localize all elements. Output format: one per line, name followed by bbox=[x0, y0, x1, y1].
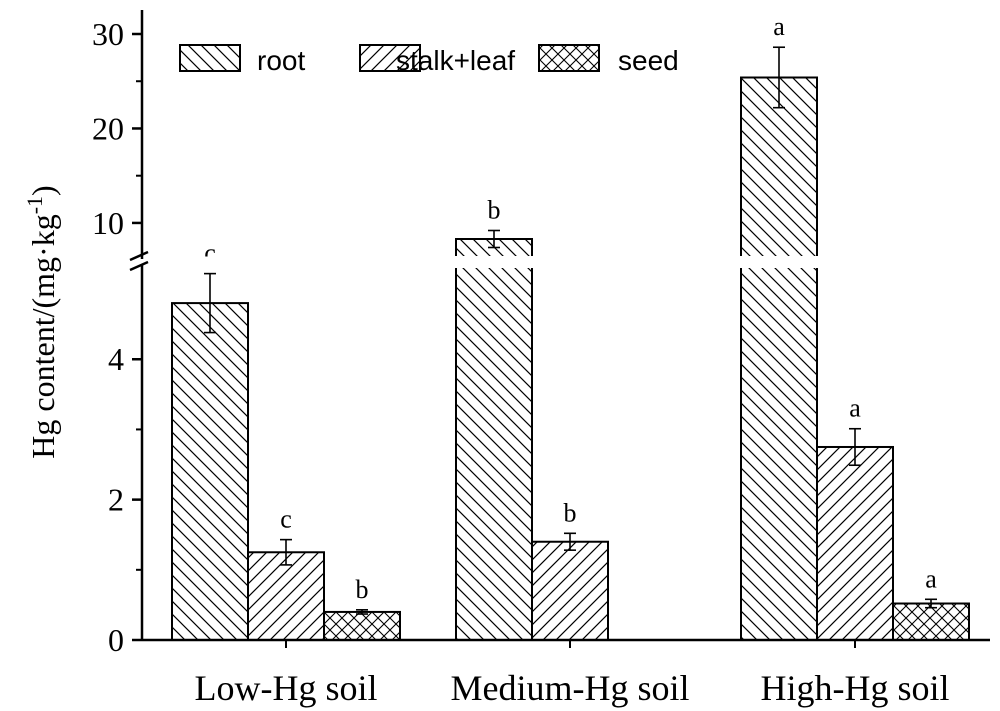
bar-stalk+leaf bbox=[816, 445, 894, 642]
x-tick-label: Medium-Hg soil bbox=[451, 668, 690, 708]
y-tick-label: 20 bbox=[92, 110, 124, 146]
significance-letter: a bbox=[925, 564, 937, 593]
bar-root-lower bbox=[741, 268, 817, 640]
y-tick-label: 10 bbox=[92, 205, 124, 241]
legend-swatch-root bbox=[179, 44, 241, 72]
significance-letter: c bbox=[204, 239, 216, 268]
legend-swatch-stalk+leaf bbox=[359, 44, 421, 72]
y-tick-label: 30 bbox=[92, 16, 124, 52]
y-axis-label: Hg content/(mg·kg-1) bbox=[22, 185, 61, 458]
y-tick-label: 2 bbox=[108, 482, 124, 518]
significance-letter: b bbox=[564, 498, 577, 527]
legend-label-seed: seed bbox=[618, 45, 679, 76]
plot-area: c b a c b a b a 0 2 4 10 20 30 Low-Hg soil Medium-Hg so… bbox=[92, 10, 991, 708]
axis-break-gap bbox=[143, 256, 991, 268]
bar-seed bbox=[892, 602, 970, 642]
x-tick-label: High-Hg soil bbox=[761, 668, 950, 708]
bar-stalk+leaf bbox=[531, 540, 609, 641]
legend-label-stalk+leaf: stalk+leaf bbox=[396, 45, 515, 76]
x-tick-label: Low-Hg soil bbox=[195, 668, 378, 708]
significance-letter: a bbox=[773, 12, 785, 41]
legend-label-root: root bbox=[257, 45, 305, 76]
significance-letter: b bbox=[488, 195, 501, 224]
significance-letter: c bbox=[280, 505, 292, 534]
y-tick-label: 4 bbox=[108, 341, 124, 377]
axis-break-mark bbox=[129, 250, 149, 262]
bar-root-lower bbox=[456, 268, 532, 640]
bar-root bbox=[171, 302, 249, 641]
axis-break-mark bbox=[129, 260, 149, 272]
bar-seed bbox=[323, 610, 401, 641]
legend-swatch-seed bbox=[538, 44, 600, 72]
significance-letter: b bbox=[356, 575, 369, 604]
legend: root stalk+leaf seed bbox=[179, 44, 679, 76]
significance-letter: a bbox=[849, 394, 861, 423]
y-tick-label: 0 bbox=[108, 622, 124, 658]
